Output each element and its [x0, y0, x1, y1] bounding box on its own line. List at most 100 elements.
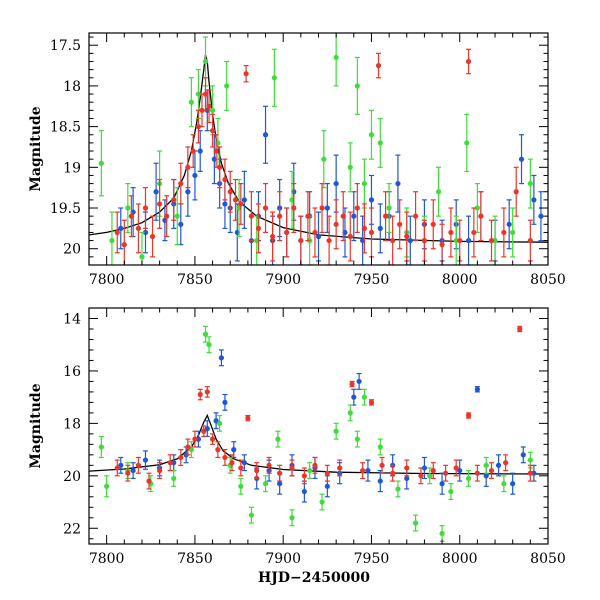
data-point-red [167, 454, 173, 472]
data-point-green [248, 506, 255, 524]
data-point-red [238, 459, 244, 477]
data-point-blue [356, 372, 362, 390]
data-point-green [464, 113, 470, 172]
data-point-red [185, 146, 191, 189]
bottom-panel: 7800 7850 7900 7950 8000 8050 14 16 18 20 22 Magnit… [28, 307, 566, 567]
data-point-red [146, 472, 152, 490]
data-point-red [517, 325, 523, 333]
data-point-red [457, 219, 463, 262]
data-point-blue [439, 472, 445, 495]
data-point-green [474, 182, 480, 234]
data-point-green [206, 336, 212, 354]
data-point-red [421, 219, 428, 262]
data-point-green [439, 525, 445, 542]
data-point-red [301, 467, 307, 485]
data-point-blue [395, 154, 401, 213]
data-point-red [349, 380, 355, 388]
data-point-green [412, 514, 419, 532]
data-point-red [254, 462, 260, 480]
data-point-red [340, 191, 346, 242]
data-point-red [368, 207, 375, 258]
data-point-green [238, 477, 244, 495]
data-point-red [227, 170, 233, 213]
data-point-red [128, 195, 134, 238]
y-tick-label: 17.5 [50, 38, 81, 54]
data-point-red [513, 166, 519, 217]
data-point-green [262, 475, 269, 493]
data-point-green [202, 325, 209, 343]
y-tick-label: 18.5 [50, 120, 81, 136]
data-point-green [333, 33, 339, 87]
data-point-blue [506, 199, 512, 250]
data-point-blue [538, 191, 544, 242]
data-point-red [209, 113, 216, 148]
data-point-red [488, 219, 495, 262]
y-tick-label: 18 [63, 79, 81, 95]
data-point-red [114, 459, 120, 477]
plot-area [89, 33, 548, 265]
data-point-green [104, 475, 110, 498]
data-point-red [326, 215, 332, 265]
data-point-red [157, 462, 163, 480]
data-point-blue [465, 215, 472, 265]
data-point-red [215, 441, 221, 459]
data-point-red [192, 430, 198, 448]
data-point-red [448, 207, 454, 258]
data-point-red [453, 459, 459, 477]
x-tick-label: 8000 [442, 551, 478, 567]
data-point-red [217, 146, 223, 189]
data-point-red [465, 48, 472, 75]
data-point-red [397, 199, 403, 250]
data-point-red [503, 454, 509, 472]
data-point-blue [421, 456, 428, 480]
data-point-blue [474, 386, 480, 393]
data-point-blue [241, 454, 247, 472]
data-point-blue [153, 162, 159, 221]
data-point-red [527, 464, 533, 482]
data-point-blue [118, 456, 124, 474]
data-point-red [284, 207, 290, 258]
data-point-green [427, 467, 433, 485]
data-point-red [430, 199, 436, 250]
data-point-red [201, 425, 207, 438]
data-point-red [443, 464, 449, 482]
data-point-red [199, 93, 205, 128]
data-point-green [395, 480, 401, 498]
data-point-blue [407, 215, 413, 265]
data-point-red [149, 215, 156, 258]
x-tick-label: 7850 [177, 272, 213, 288]
plot-area [89, 325, 548, 542]
data-point-red [213, 134, 219, 168]
data-point-red [375, 52, 382, 79]
data-point-blue [204, 420, 210, 438]
data-point-green [501, 475, 507, 493]
data-point-red [202, 77, 209, 111]
y-tick-label: 18 [63, 416, 81, 432]
data-point-red [312, 207, 318, 258]
data-point-blue [218, 349, 225, 367]
data-point-green [361, 388, 367, 406]
data-point-red [157, 178, 163, 229]
data-point-green [319, 493, 325, 511]
x-tick-label: 8050 [530, 272, 566, 288]
data-point-red [361, 203, 367, 254]
data-point-blue [495, 454, 502, 477]
data-point-red [501, 207, 507, 258]
data-point-red [255, 203, 262, 254]
data-point-green [448, 483, 454, 501]
y-tick-label: 22 [63, 521, 81, 537]
data-point-red [439, 223, 445, 265]
data-point-blue [118, 207, 124, 250]
data-point-green [347, 404, 353, 422]
data-point-green [307, 462, 313, 480]
x-tick-label: 7850 [177, 551, 213, 567]
data-point-red [178, 162, 184, 205]
data-point-blue [351, 191, 357, 242]
data-point-red [206, 89, 212, 124]
data-point-red [324, 464, 330, 482]
data-point-green [368, 109, 375, 160]
x-tick-label: 7800 [89, 551, 125, 567]
data-point-green [271, 48, 277, 107]
data-point-green [465, 469, 472, 487]
data-point-green [188, 441, 194, 459]
